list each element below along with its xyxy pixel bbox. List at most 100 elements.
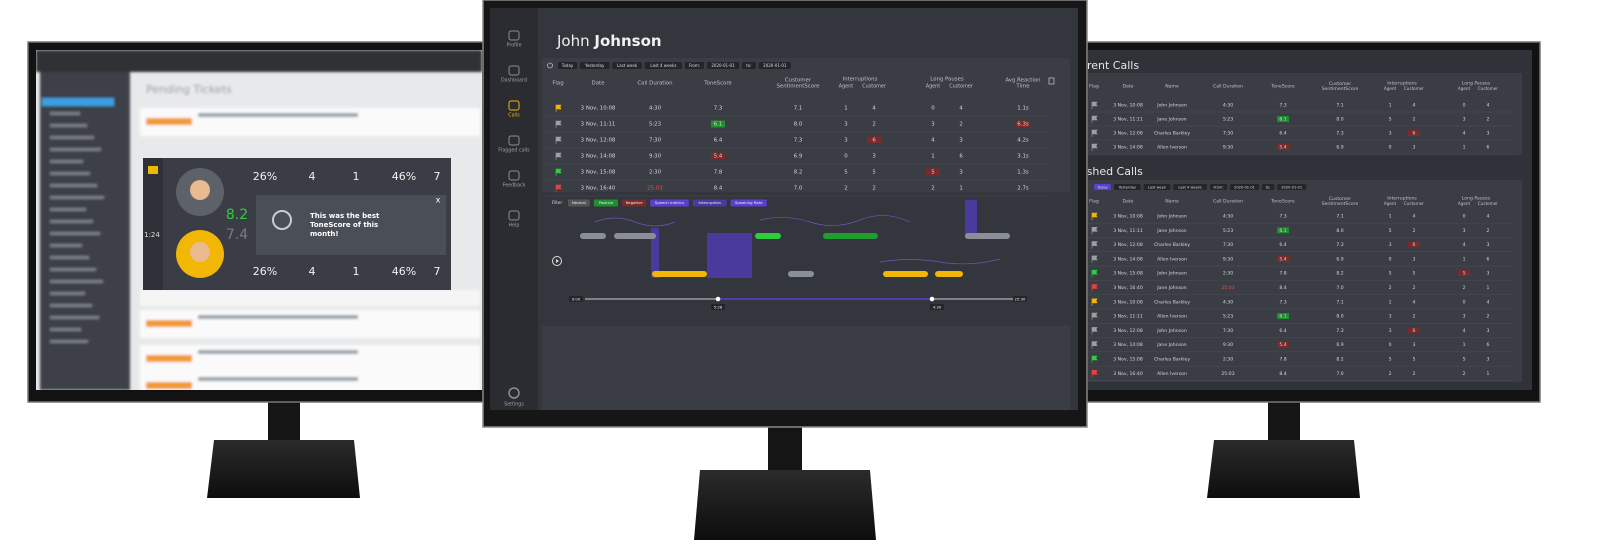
table-cell: Allen Iverson bbox=[1157, 256, 1187, 262]
filter-chip bbox=[1173, 184, 1207, 190]
sidebar bbox=[490, 8, 538, 410]
flag-icon bbox=[1091, 370, 1098, 378]
sidebar-item bbox=[50, 124, 87, 127]
table-cell: 3 bbox=[1463, 314, 1466, 320]
sidebar-item: Calls bbox=[508, 113, 520, 119]
table-cell: John Johnson bbox=[1156, 214, 1187, 220]
table-cell: 1 bbox=[1486, 285, 1489, 291]
cell-highlight bbox=[1407, 327, 1420, 334]
column-header: SentimentScore bbox=[1322, 201, 1359, 207]
table-cell: 5 bbox=[1463, 357, 1466, 363]
flag-icon bbox=[1091, 327, 1098, 335]
table-cell: Allen Iverson bbox=[1157, 371, 1187, 377]
flag-icon bbox=[1091, 129, 1098, 137]
filter-label: Last week bbox=[1148, 186, 1167, 190]
table-cell: 6.4 bbox=[0, 370, 5, 376]
table-cell: 2 bbox=[872, 186, 875, 192]
table-cell: 5.4 bbox=[1279, 145, 1286, 151]
table-cell: 4 bbox=[1486, 103, 1489, 109]
sidebar-icon bbox=[508, 30, 520, 41]
sidebar-active bbox=[42, 98, 114, 106]
flag-icon bbox=[1091, 298, 1098, 306]
column-header: Flag bbox=[552, 81, 563, 87]
filter-chip bbox=[1094, 184, 1111, 190]
flag-icon bbox=[555, 104, 562, 112]
column-group: Long Pauses bbox=[1462, 195, 1491, 201]
table-cell: John Johnson bbox=[1156, 103, 1187, 109]
filter-chip bbox=[1143, 184, 1171, 190]
timeline-chip bbox=[692, 199, 727, 207]
sidebar-item bbox=[50, 160, 83, 163]
column-header: Customer bbox=[1329, 81, 1351, 87]
filter-chip bbox=[580, 62, 610, 69]
flag-icon bbox=[555, 152, 562, 160]
table-cell: 2 bbox=[0, 354, 2, 360]
table-cell: 2 bbox=[1412, 117, 1415, 123]
table-cell: 2 bbox=[1412, 314, 1415, 320]
table-cell: 6.9 bbox=[1336, 145, 1343, 151]
table-cell: Jane Johnson bbox=[1156, 285, 1187, 291]
column-sub: Agent bbox=[839, 84, 853, 90]
table-cell: 1 bbox=[959, 186, 962, 192]
table-cell: 5 bbox=[931, 170, 934, 176]
table-cell: 1 bbox=[1463, 256, 1466, 262]
filter-chip bbox=[1210, 184, 1227, 190]
table-cell: Allen Iverson bbox=[1157, 314, 1187, 320]
table-cell: 1 bbox=[1389, 214, 1392, 220]
timeline-handle bbox=[929, 296, 935, 302]
table-cell: 3 bbox=[0, 370, 2, 376]
table-cell: 2 bbox=[1389, 371, 1392, 377]
award-icon bbox=[272, 210, 292, 230]
table-cell: 3 bbox=[0, 386, 2, 392]
table-cell: 3 Nov, 10:08 bbox=[581, 106, 616, 112]
table-cell: 8.0 bbox=[0, 354, 5, 360]
table-cell: 3 bbox=[931, 122, 934, 128]
sidebar-item bbox=[50, 256, 89, 259]
table-cell: 7.3 bbox=[1279, 103, 1286, 109]
column-sub: Customer bbox=[1404, 201, 1424, 206]
table-cell: 0 bbox=[1389, 256, 1392, 262]
timeline-segment bbox=[965, 200, 977, 238]
table-cell: 5 bbox=[1412, 271, 1415, 277]
sidebar-item bbox=[50, 220, 93, 223]
award-message: month! bbox=[310, 230, 339, 238]
timeline-segment bbox=[935, 271, 963, 277]
score-customer: 7.4 bbox=[226, 227, 248, 243]
column-sub: Agent bbox=[926, 84, 940, 90]
table-cell: 4.2s bbox=[1017, 138, 1029, 144]
ticket-line bbox=[198, 315, 358, 319]
table-cell: 7.3 bbox=[714, 106, 723, 112]
table-cell: 3 bbox=[1486, 357, 1489, 363]
column-group: Interruptions bbox=[1387, 195, 1417, 201]
award-message: ToneScore of this bbox=[310, 221, 378, 229]
stat-top: 1 bbox=[353, 170, 360, 183]
table-cell: 6.9 bbox=[1336, 342, 1343, 348]
table-cell: 4:30 bbox=[0, 338, 7, 344]
table-cell: 3 Nov, 10:08 bbox=[1113, 299, 1143, 305]
table-panel bbox=[542, 326, 1070, 410]
table-cell: 0 bbox=[1463, 299, 1466, 305]
sidebar-item bbox=[50, 196, 104, 199]
sidebar-item bbox=[50, 112, 80, 115]
timeline-chip-label: Negative bbox=[626, 200, 644, 205]
table-cell: 7.1 bbox=[794, 106, 803, 112]
ticket-card bbox=[140, 345, 480, 373]
timeline-segment bbox=[883, 271, 928, 277]
table-cell: 7.8 bbox=[1279, 271, 1286, 277]
column-group: Long Pauses bbox=[1462, 80, 1491, 86]
table-cell: 8.2 bbox=[794, 170, 803, 176]
column-header: Name bbox=[1165, 199, 1179, 205]
sidebar-item: Settings bbox=[504, 402, 524, 408]
last-name: Johnson bbox=[593, 32, 661, 50]
sidebar-item bbox=[50, 328, 81, 331]
section-title: Finished Calls bbox=[1068, 165, 1143, 178]
column-header: SentimentScore bbox=[777, 83, 821, 89]
timeline-chip-label: Speaking Rate bbox=[735, 200, 763, 205]
table-cell: 3 Nov, 12:08 bbox=[1113, 131, 1143, 137]
table-cell: 25:03 bbox=[1221, 371, 1234, 377]
table-cell: 0 bbox=[0, 338, 2, 344]
table-cell: 2:30 bbox=[1223, 357, 1233, 363]
timeline-segment bbox=[651, 228, 659, 278]
flag-icon bbox=[1091, 227, 1098, 235]
